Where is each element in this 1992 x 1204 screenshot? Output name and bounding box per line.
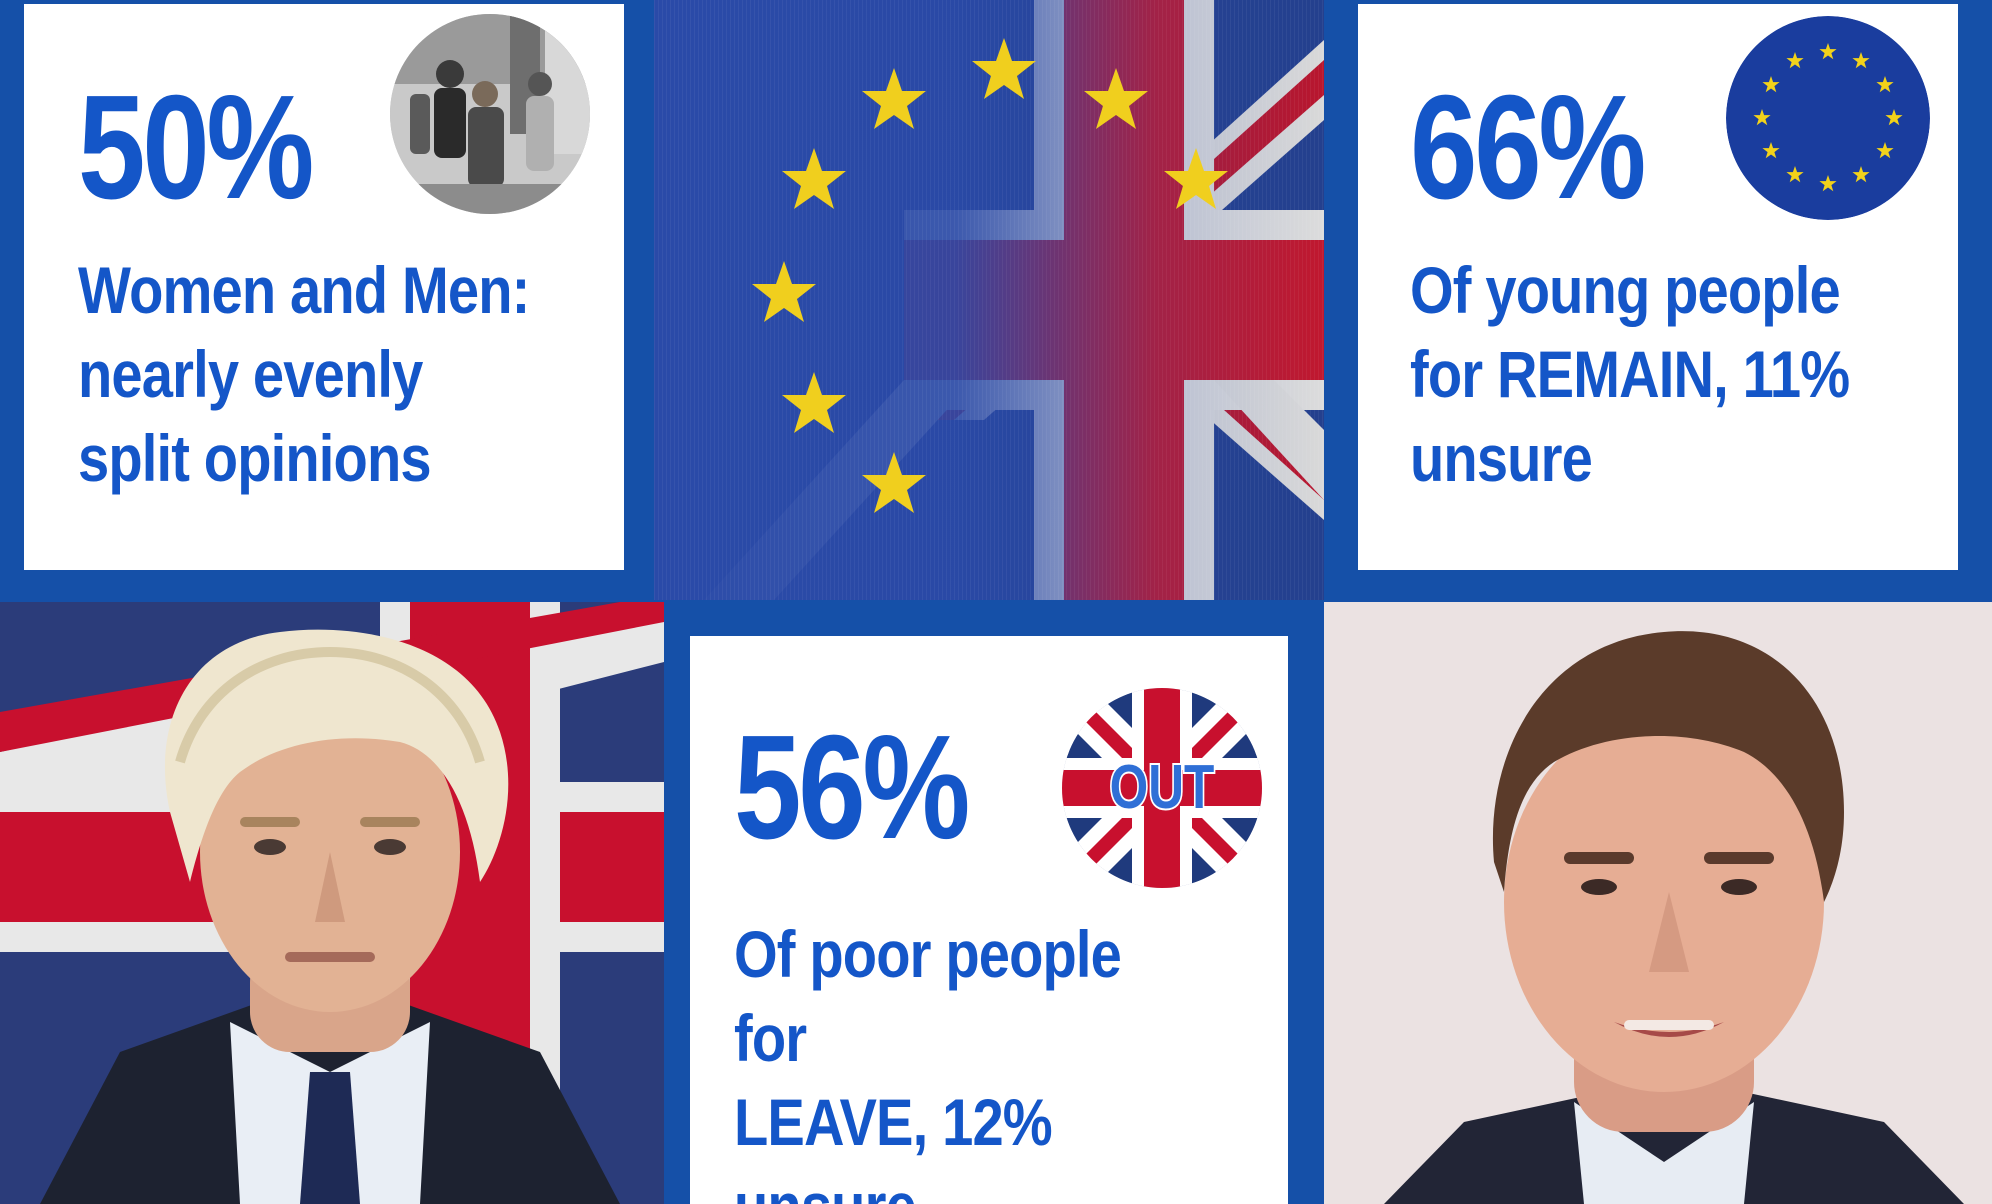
eu-flag-icon [1726,16,1930,220]
eu-and-union-jack-flag-image [654,0,1324,600]
union-jack-out-badge-icon: OUT [1062,688,1262,888]
stat-caption: Of poor people for LEAVE, 12% unsure [734,917,1122,1204]
stat-percentage: 56% [734,705,970,870]
out-badge-label: OUT [1110,752,1215,822]
dark-haired-man-portrait-photo [1324,602,1992,1204]
stat-tile-young: 66% Of young [1358,4,1958,570]
stat-percentage: 66% [1410,65,1646,230]
stat-tile-gender: 50% Women and Men: nearly evenly split o… [24,4,624,570]
crowd-photo-icon [390,14,590,214]
stat-caption: Of young people for REMAIN, 11% unsure [1410,253,1850,495]
stat-percentage: 50% [78,65,314,230]
stat-tile-poor: 56% OUT Of poor people for LEAVE, 12% un… [690,636,1288,1204]
blond-man-portrait-photo [0,602,664,1204]
stat-caption: Women and Men: nearly evenly split opini… [78,253,530,495]
